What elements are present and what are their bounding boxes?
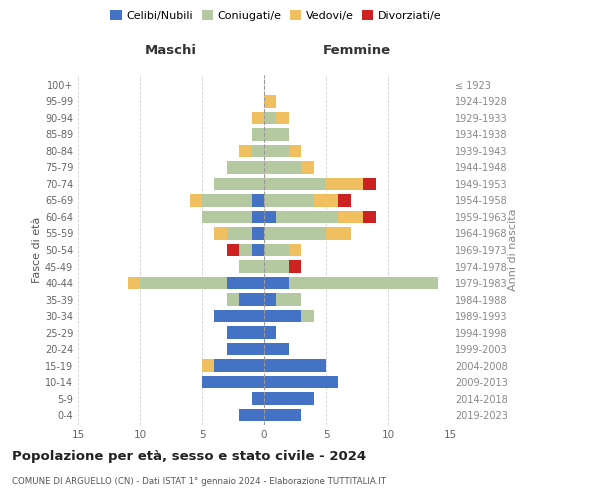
Bar — [277, 294, 301, 306]
Bar — [264, 360, 326, 372]
Bar — [264, 260, 289, 272]
Bar — [239, 145, 251, 157]
Bar — [140, 277, 227, 289]
Bar — [301, 310, 314, 322]
Bar — [227, 162, 264, 173]
Bar — [239, 244, 251, 256]
Legend: Celibi/Nubili, Coniugati/e, Vedovi/e, Divorziati/e: Celibi/Nubili, Coniugati/e, Vedovi/e, Di… — [106, 6, 446, 25]
Bar — [251, 211, 264, 223]
Bar — [251, 128, 264, 140]
Bar — [264, 310, 301, 322]
Bar — [251, 145, 264, 157]
Bar — [264, 145, 289, 157]
Bar — [363, 211, 376, 223]
Bar — [277, 211, 338, 223]
Bar — [239, 260, 264, 272]
Bar — [227, 277, 264, 289]
Bar — [239, 294, 264, 306]
Bar — [264, 228, 326, 239]
Y-axis label: Fasce di età: Fasce di età — [32, 217, 42, 283]
Bar — [289, 277, 437, 289]
Bar — [264, 128, 289, 140]
Bar — [289, 244, 301, 256]
Text: Popolazione per età, sesso e stato civile - 2024: Popolazione per età, sesso e stato civil… — [12, 450, 366, 463]
Bar — [227, 228, 251, 239]
Bar — [338, 211, 363, 223]
Bar — [128, 277, 140, 289]
Bar — [251, 194, 264, 206]
Bar — [202, 376, 264, 388]
Bar — [227, 326, 264, 338]
Bar — [264, 392, 314, 405]
Bar — [202, 360, 214, 372]
Bar — [190, 194, 202, 206]
Bar — [289, 260, 301, 272]
Text: COMUNE DI ARGUELLO (CN) - Dati ISTAT 1° gennaio 2024 - Elaborazione TUTTITALIA.I: COMUNE DI ARGUELLO (CN) - Dati ISTAT 1° … — [12, 478, 386, 486]
Bar — [289, 145, 301, 157]
Bar — [251, 244, 264, 256]
Bar — [338, 194, 351, 206]
Bar — [363, 178, 376, 190]
Text: Maschi: Maschi — [145, 44, 197, 57]
Bar — [227, 294, 239, 306]
Bar — [314, 194, 338, 206]
Bar — [264, 343, 289, 355]
Bar — [202, 194, 251, 206]
Bar — [251, 112, 264, 124]
Bar — [264, 211, 277, 223]
Bar — [264, 376, 338, 388]
Bar — [264, 326, 277, 338]
Bar — [277, 112, 289, 124]
Bar — [251, 228, 264, 239]
Bar — [264, 409, 301, 422]
Bar — [251, 392, 264, 405]
Bar — [326, 178, 363, 190]
Bar — [301, 162, 314, 173]
Bar — [239, 409, 264, 422]
Bar — [264, 162, 301, 173]
Bar — [326, 228, 351, 239]
Bar — [214, 310, 264, 322]
Bar — [264, 178, 326, 190]
Bar — [264, 294, 277, 306]
Bar — [227, 244, 239, 256]
Bar — [264, 277, 289, 289]
Bar — [264, 194, 314, 206]
Bar — [214, 178, 264, 190]
Bar — [214, 360, 264, 372]
Bar — [264, 244, 289, 256]
Bar — [202, 211, 251, 223]
Bar — [264, 95, 277, 108]
Bar — [227, 343, 264, 355]
Text: Femmine: Femmine — [323, 44, 391, 57]
Y-axis label: Anni di nascita: Anni di nascita — [508, 208, 518, 291]
Bar — [214, 228, 227, 239]
Bar — [264, 112, 277, 124]
